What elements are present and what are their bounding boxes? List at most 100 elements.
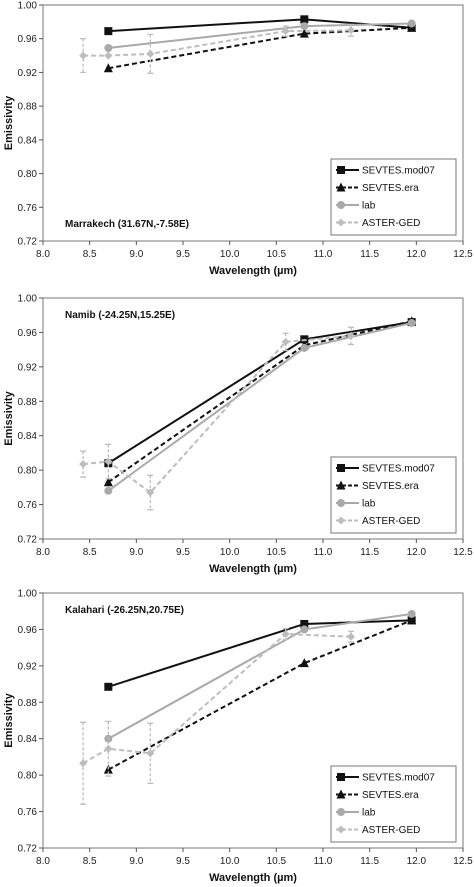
x-tick-label: 11.5: [360, 856, 379, 867]
x-axis-title: Wavelength (µm): [209, 563, 297, 575]
y-tick-label: 0.84: [18, 135, 38, 146]
legend-entry: SEVTES.era: [362, 790, 419, 801]
y-tick-label: 0.88: [18, 698, 38, 709]
data-point: [104, 43, 113, 52]
legend-swatch-marker: [337, 201, 345, 209]
data-point: [300, 22, 309, 31]
data-point: [146, 749, 155, 758]
y-tick-label: 0.88: [18, 102, 38, 113]
data-point: [79, 759, 88, 768]
data-point: [299, 28, 309, 38]
data-point: [347, 632, 355, 641]
legend-entry: SEVTES.era: [362, 183, 419, 194]
data-point: [104, 744, 113, 753]
chart-panel-2: 0.72 0.76 0.80 0.84 0.88 0.92 0.96 1.00 8.0 8.5 9.…: [3, 294, 473, 576]
x-tick-label: 11.5: [360, 547, 379, 558]
legend-entry: SEVTES.mod07: [362, 464, 435, 475]
y-axis-title: Emissivity: [3, 390, 15, 445]
x-tick-label: 12.0: [407, 856, 427, 867]
series-line: [107, 321, 412, 465]
series-line: [82, 632, 352, 765]
series-line: [108, 26, 412, 70]
series-line: [83, 29, 352, 57]
site-label: Kalahari (-26.25N,20.75E): [65, 605, 184, 616]
legend: SEVTES.mod07 SEVTES.era lab ASTER-GED: [330, 158, 457, 236]
data-point: [407, 19, 416, 28]
x-tick-label: 10.5: [267, 856, 287, 867]
y-tick-label: 0.72: [18, 535, 38, 546]
data-point: [281, 27, 290, 36]
series-aster-ged: [79, 627, 355, 805]
x-tick-label: 12.0: [407, 249, 427, 260]
x-tick-label: 12.5: [453, 249, 473, 260]
data-point: [300, 619, 309, 628]
x-tick-label: 10.0: [220, 249, 240, 260]
y-tick-label: 0.84: [18, 734, 38, 745]
x-tick-label: 11.0: [314, 547, 333, 558]
data-point: [79, 460, 88, 469]
plot-frame: [42, 4, 464, 242]
series-sevtes-mod07: [104, 318, 416, 468]
y-tick-label: 1.00: [18, 1, 38, 12]
y-tick-label: 0.80: [18, 771, 38, 782]
data-point: [103, 63, 113, 73]
legend-entry: SEVTES.mod07: [362, 773, 435, 784]
plot-frame: [42, 592, 464, 849]
plot-frame: [42, 297, 464, 540]
x-tick-label: 10.5: [267, 547, 287, 558]
y-tick-label: 0.92: [18, 661, 38, 672]
x-axis-title: Wavelength (µm): [209, 265, 297, 277]
data-point: [104, 51, 113, 60]
x-tick-label: 8.0: [36, 249, 50, 260]
y-tick-label: 0.92: [18, 68, 38, 79]
x-axis-title: Wavelength (µm): [209, 872, 297, 884]
x-tick-label: 8.5: [83, 856, 97, 867]
data-point: [103, 477, 113, 487]
chart-panel-1: 0.72 0.76 0.80 0.84 0.88 0.92 0.96 1.00 8.0 8.5 9.…: [3, 1, 473, 278]
series-lab: [104, 19, 416, 52]
data-point: [300, 625, 309, 634]
y-tick-label: 0.84: [18, 431, 38, 442]
data-point: [407, 318, 416, 327]
y-tick-label: 1.00: [18, 589, 38, 600]
data-point: [407, 609, 416, 618]
data-point: [281, 337, 290, 346]
x-tick-label: 11.0: [314, 249, 333, 260]
data-point: [300, 343, 309, 352]
x-tick-label: 9.0: [129, 856, 143, 867]
legend-swatch-marker: [337, 166, 345, 174]
y-tick-label: 0.80: [18, 169, 38, 180]
legend-swatch-marker: [337, 499, 345, 507]
data-point: [104, 682, 113, 691]
x-tick-label: 11.5: [360, 249, 379, 260]
y-tick-label: 0.76: [18, 500, 38, 511]
legend-swatch-marker: [337, 808, 345, 816]
x-tick-label: 8.5: [83, 249, 97, 260]
data-point: [79, 51, 88, 60]
series-aster-ged: [79, 23, 355, 74]
site-label: Marrakech (31.67N,-7.58E): [65, 219, 189, 230]
legend-entry: ASTER-GED: [362, 516, 420, 527]
legend-entry: ASTER-GED: [362, 218, 420, 229]
x-tick-label: 12.5: [453, 856, 473, 867]
legend-swatch-marker: [337, 218, 345, 227]
y-tick-label: 0.76: [18, 807, 38, 818]
x-tick-label: 10.0: [220, 856, 240, 867]
x-tick-label: 10.0: [220, 547, 240, 558]
x-tick-label: 9.5: [176, 856, 190, 867]
x-tick-label: 8.0: [36, 856, 50, 867]
y-tick-label: 0.80: [18, 466, 38, 477]
y-tick-label: 0.92: [18, 362, 38, 373]
legend-swatch-marker: [336, 182, 346, 192]
y-tick-label: 0.72: [18, 844, 38, 855]
legend: SEVTES.mod07 SEVTES.era lab ASTER-GED: [330, 456, 457, 534]
series-aster-ged: [79, 326, 355, 511]
y-axis-title: Emissivity: [3, 692, 15, 747]
y-tick-label: 0.88: [18, 397, 38, 408]
y-axis-title: Emissivity: [3, 95, 15, 150]
series-line: [83, 334, 352, 494]
y-tick-label: 0.96: [18, 625, 38, 636]
y-tick-label: 0.96: [18, 34, 38, 45]
series-line: [107, 612, 412, 740]
